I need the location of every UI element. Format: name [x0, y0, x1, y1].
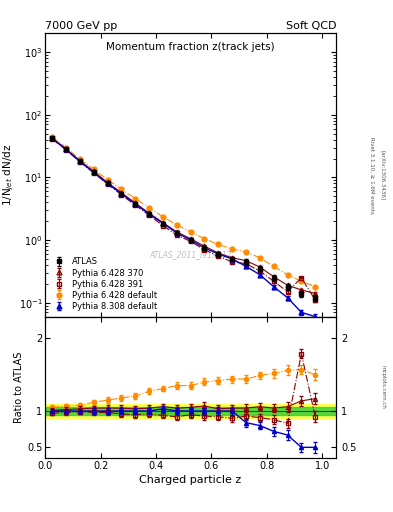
Text: Momentum fraction z(track jets): Momentum fraction z(track jets) [106, 42, 275, 52]
X-axis label: Charged particle z: Charged particle z [140, 475, 242, 485]
Y-axis label: Ratio to ATLAS: Ratio to ATLAS [14, 352, 24, 423]
Y-axis label: 1/N$_{jet}$ dN/dz: 1/N$_{jet}$ dN/dz [2, 144, 16, 206]
Text: mcplots.cern.ch: mcplots.cern.ch [381, 366, 386, 410]
Bar [45, 408, 336, 415]
Text: ATLAS_2011_I919017: ATLAS_2011_I919017 [149, 250, 232, 259]
Text: Rivet 3.1.10, ≥ 1.6M events: Rivet 3.1.10, ≥ 1.6M events [369, 137, 374, 214]
Legend: ATLAS, Pythia 6.428 370, Pythia 6.428 391, Pythia 6.428 default, Pythia 8.308 de: ATLAS, Pythia 6.428 370, Pythia 6.428 39… [50, 256, 159, 312]
Bar [45, 404, 336, 418]
Text: 7000 GeV pp: 7000 GeV pp [45, 20, 118, 31]
Text: Soft QCD: Soft QCD [286, 20, 336, 31]
Text: [arXiv:1306.3436]: [arXiv:1306.3436] [381, 150, 386, 200]
